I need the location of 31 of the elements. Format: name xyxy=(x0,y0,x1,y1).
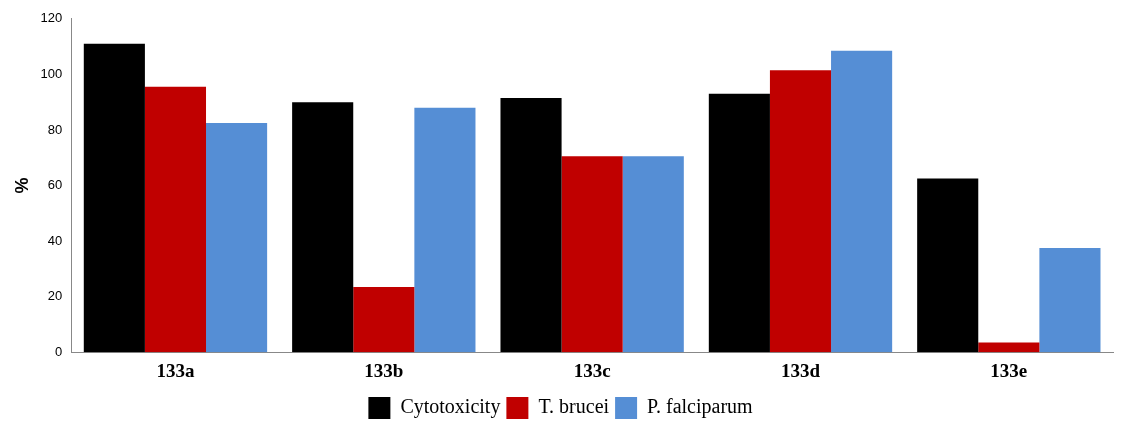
bar xyxy=(353,286,415,353)
y-tick-label: 20 xyxy=(47,288,63,304)
legend-label: P. falciparum xyxy=(647,395,754,419)
y-tick-label: 100 xyxy=(40,65,63,81)
y-tick-label: 0 xyxy=(55,343,63,359)
bar xyxy=(831,50,893,353)
bar xyxy=(414,107,476,353)
bar xyxy=(206,122,268,353)
y-tick-label: 60 xyxy=(47,177,63,193)
y-tick-label: 40 xyxy=(47,232,63,248)
bar xyxy=(622,156,684,353)
bar xyxy=(292,102,354,353)
bar xyxy=(917,178,979,353)
bar xyxy=(978,342,1040,353)
y-tick-label: 120 xyxy=(40,10,63,26)
bar xyxy=(561,156,623,353)
bar xyxy=(83,43,145,353)
legend-label: T. brucei xyxy=(538,395,610,418)
legend-label: Cytotoxicity xyxy=(400,395,501,419)
bar xyxy=(769,70,832,353)
y-tick-label: 80 xyxy=(47,121,63,137)
x-tick-label: 133a xyxy=(156,359,195,381)
x-tick-label: 133d xyxy=(780,359,821,381)
bar xyxy=(500,97,562,353)
bar xyxy=(1039,248,1101,353)
bar xyxy=(708,93,770,353)
x-tick-label: 133e xyxy=(990,359,1028,381)
bar xyxy=(144,86,207,353)
y-axis-title: % xyxy=(11,177,32,194)
x-tick-label: 133c xyxy=(573,359,611,381)
x-tick-label: 133b xyxy=(364,359,404,381)
